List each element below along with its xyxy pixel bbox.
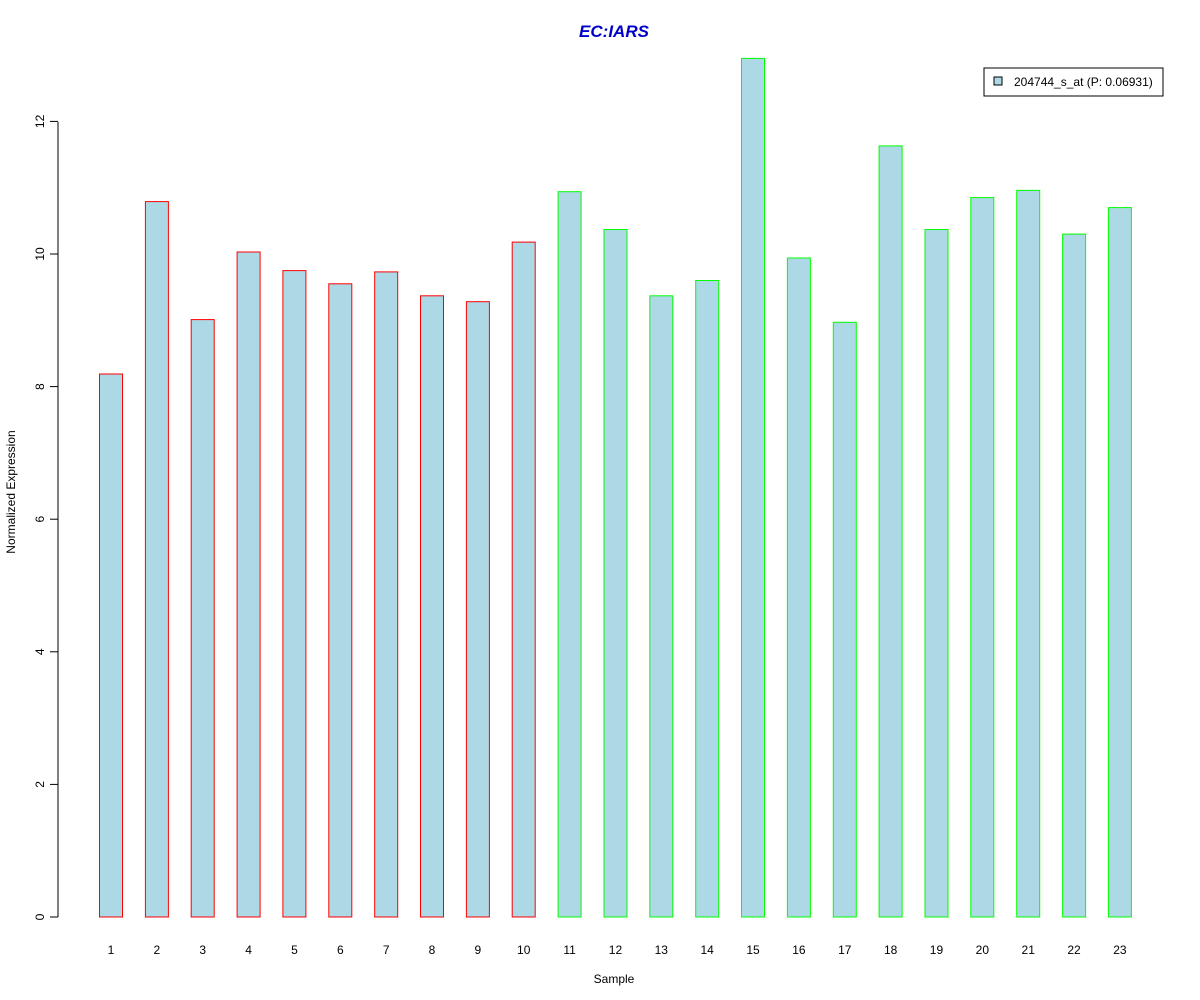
bar-sample-8 xyxy=(420,295,444,918)
x-tick-label: 15 xyxy=(746,943,760,957)
x-tick-label: 9 xyxy=(475,943,482,957)
bar-sample-23 xyxy=(1107,207,1132,918)
x-tick-label: 5 xyxy=(291,943,298,957)
y-tick-label: 12 xyxy=(33,114,47,128)
y-tick-label: 6 xyxy=(33,516,47,523)
x-tick-label: 11 xyxy=(563,943,576,957)
bar-sample-13 xyxy=(649,295,674,918)
bar-sample-19 xyxy=(924,229,949,918)
legend: 204744_s_at (P: 0.06931) xyxy=(983,67,1164,97)
bar-sample-10 xyxy=(511,241,536,918)
x-tick-label: 3 xyxy=(199,943,206,957)
bar-sample-17 xyxy=(832,321,857,918)
y-axis: 0 2 4 6 8 10 12 xyxy=(33,114,59,920)
x-tick-labels: 1 2 3 4 5 6 7 8 9 10 11 12 13 14 15 16 17 18 19 20 21 22 23 xyxy=(108,943,1127,957)
x-tick-label: 21 xyxy=(1022,943,1036,957)
bar-sample-18 xyxy=(878,145,903,918)
bar-sample-6 xyxy=(328,283,353,918)
bar-sample-16 xyxy=(786,257,811,918)
bar-sample-21 xyxy=(1016,189,1041,918)
bar-sample-11 xyxy=(557,191,582,918)
x-tick-label: 12 xyxy=(609,943,623,957)
legend-text: 204744_s_at (P: 0.06931) xyxy=(1014,75,1153,89)
bar-sample-14 xyxy=(695,280,720,918)
x-tick-label: 8 xyxy=(429,943,436,957)
x-tick-label: 6 xyxy=(337,943,344,957)
bar-sample-7 xyxy=(374,271,399,918)
x-tick-label: 17 xyxy=(838,943,852,957)
y-tick-label: 0 xyxy=(33,913,47,920)
x-tick-label: 23 xyxy=(1113,943,1127,957)
bar-sample-2 xyxy=(144,201,169,918)
x-tick-label: 18 xyxy=(884,943,898,957)
bar-sample-20 xyxy=(970,197,995,918)
bar-sample-1 xyxy=(99,373,123,918)
x-tick-label: 4 xyxy=(245,943,252,957)
x-tick-label: 7 xyxy=(383,943,390,957)
legend-swatch xyxy=(993,76,1003,86)
x-tick-label: 14 xyxy=(701,943,715,957)
bar-sample-4 xyxy=(236,251,261,918)
x-tick-label: 10 xyxy=(517,943,531,957)
x-tick-label: 13 xyxy=(655,943,669,957)
y-tick-label: 2 xyxy=(33,781,47,788)
chart-title: EC:IARS xyxy=(579,22,650,41)
x-tick-label: 22 xyxy=(1067,943,1081,957)
y-tick-label: 10 xyxy=(33,247,47,261)
y-tick-label: 8 xyxy=(33,383,47,390)
x-tick-label: 1 xyxy=(108,943,115,957)
y-axis-label: Normalized Expression xyxy=(4,430,18,553)
bars-group xyxy=(99,57,1132,918)
x-tick-label: 16 xyxy=(792,943,806,957)
bar-sample-15 xyxy=(741,57,765,918)
bar-sample-3 xyxy=(190,319,215,918)
x-tick-label: 20 xyxy=(976,943,990,957)
bar-sample-9 xyxy=(465,301,490,918)
bar-sample-22 xyxy=(1062,233,1087,918)
x-tick-label: 19 xyxy=(930,943,944,957)
x-axis-label: Sample xyxy=(594,972,635,986)
bar-sample-12 xyxy=(603,229,628,918)
legend-box xyxy=(983,67,1164,97)
x-tick-label: 2 xyxy=(154,943,161,957)
y-tick-label: 4 xyxy=(33,648,47,655)
bar-sample-5 xyxy=(282,270,307,918)
